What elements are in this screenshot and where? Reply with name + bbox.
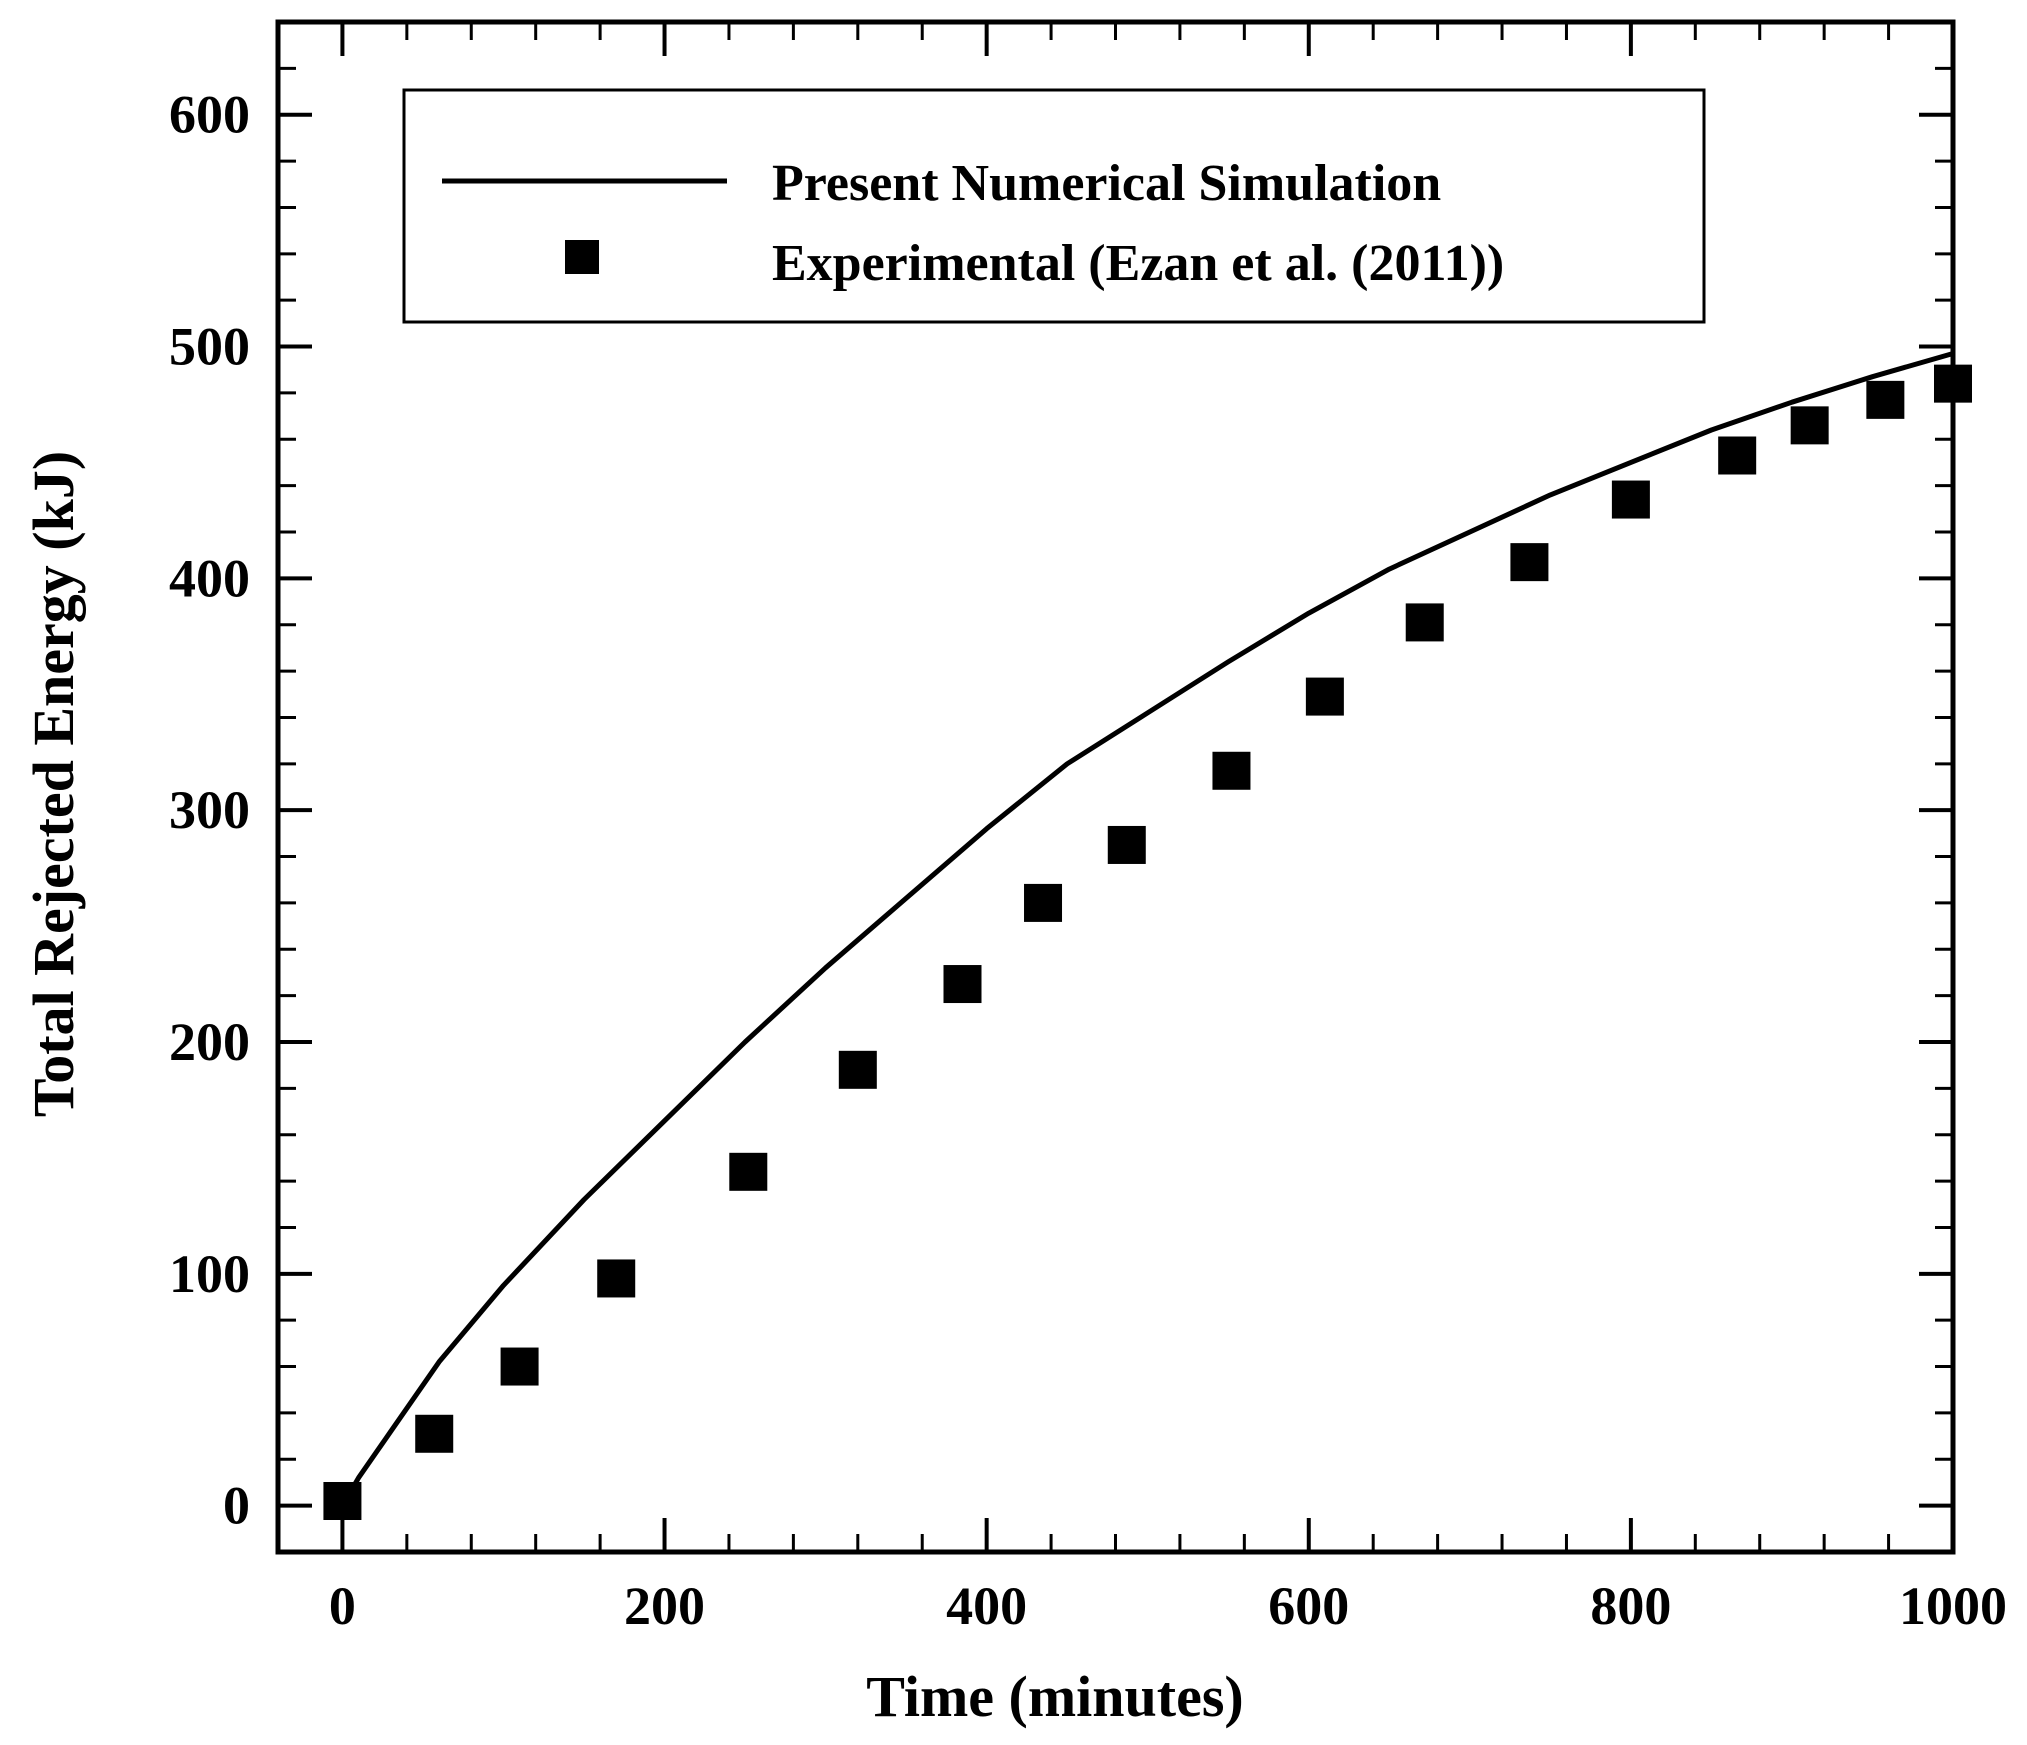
x-tick-label: 0 bbox=[329, 1576, 356, 1636]
legend: Present Numerical Simulation Experimenta… bbox=[402, 88, 1706, 324]
experimental-point bbox=[1790, 406, 1829, 445]
legend-box bbox=[402, 88, 1706, 324]
legend-label-simulation: Present Numerical Simulation bbox=[772, 155, 1441, 212]
series-layer bbox=[323, 351, 1972, 1520]
experimental-point bbox=[1611, 480, 1650, 519]
y-tick-label: 300 bbox=[169, 780, 250, 840]
x-tick-label: 800 bbox=[1590, 1576, 1671, 1636]
experimental-point bbox=[729, 1152, 768, 1191]
experimental-point bbox=[1510, 543, 1549, 582]
experimental-point bbox=[323, 1482, 362, 1520]
experimental-point bbox=[1212, 751, 1251, 790]
experimental-point bbox=[1024, 883, 1063, 922]
y-tick-label: 0 bbox=[223, 1476, 250, 1536]
y-tick-label: 200 bbox=[169, 1012, 250, 1072]
experimental-point bbox=[1305, 677, 1344, 716]
x-tick-label: 400 bbox=[946, 1576, 1027, 1636]
x-tick-label: 600 bbox=[1268, 1576, 1349, 1636]
x-axis-title: Time (minutes) bbox=[866, 1664, 1244, 1729]
x-tick-label: 200 bbox=[624, 1576, 705, 1636]
legend-label-experimental: Experimental (Ezan et al. (2011)) bbox=[772, 235, 1504, 292]
plot-frame bbox=[275, 19, 1956, 1555]
experimental-point bbox=[943, 965, 982, 1004]
experimental-point bbox=[500, 1347, 539, 1386]
y-tick-label: 600 bbox=[169, 85, 250, 145]
experimental-point bbox=[597, 1259, 636, 1298]
simulation-line bbox=[340, 351, 1954, 1507]
legend-marker-swatch bbox=[565, 240, 599, 274]
experimental-point bbox=[415, 1414, 454, 1453]
tick-labels-layer: 0 200 400 600 800 1000 0 100 200 300 400 500 600 bbox=[169, 85, 2007, 1636]
y-axis-title: Total Rejected Energy (kJ) bbox=[21, 451, 86, 1117]
experimental-point bbox=[1107, 825, 1146, 864]
y-tick-label: 100 bbox=[169, 1244, 250, 1304]
experimental-point bbox=[1866, 380, 1905, 419]
x-tick-label: 1000 bbox=[1899, 1576, 2007, 1636]
experimental-point bbox=[1405, 603, 1444, 642]
y-tick-label: 400 bbox=[169, 548, 250, 608]
y-tick-label: 500 bbox=[169, 317, 250, 377]
experimental-point bbox=[1718, 436, 1757, 475]
experimental-point bbox=[838, 1050, 877, 1089]
